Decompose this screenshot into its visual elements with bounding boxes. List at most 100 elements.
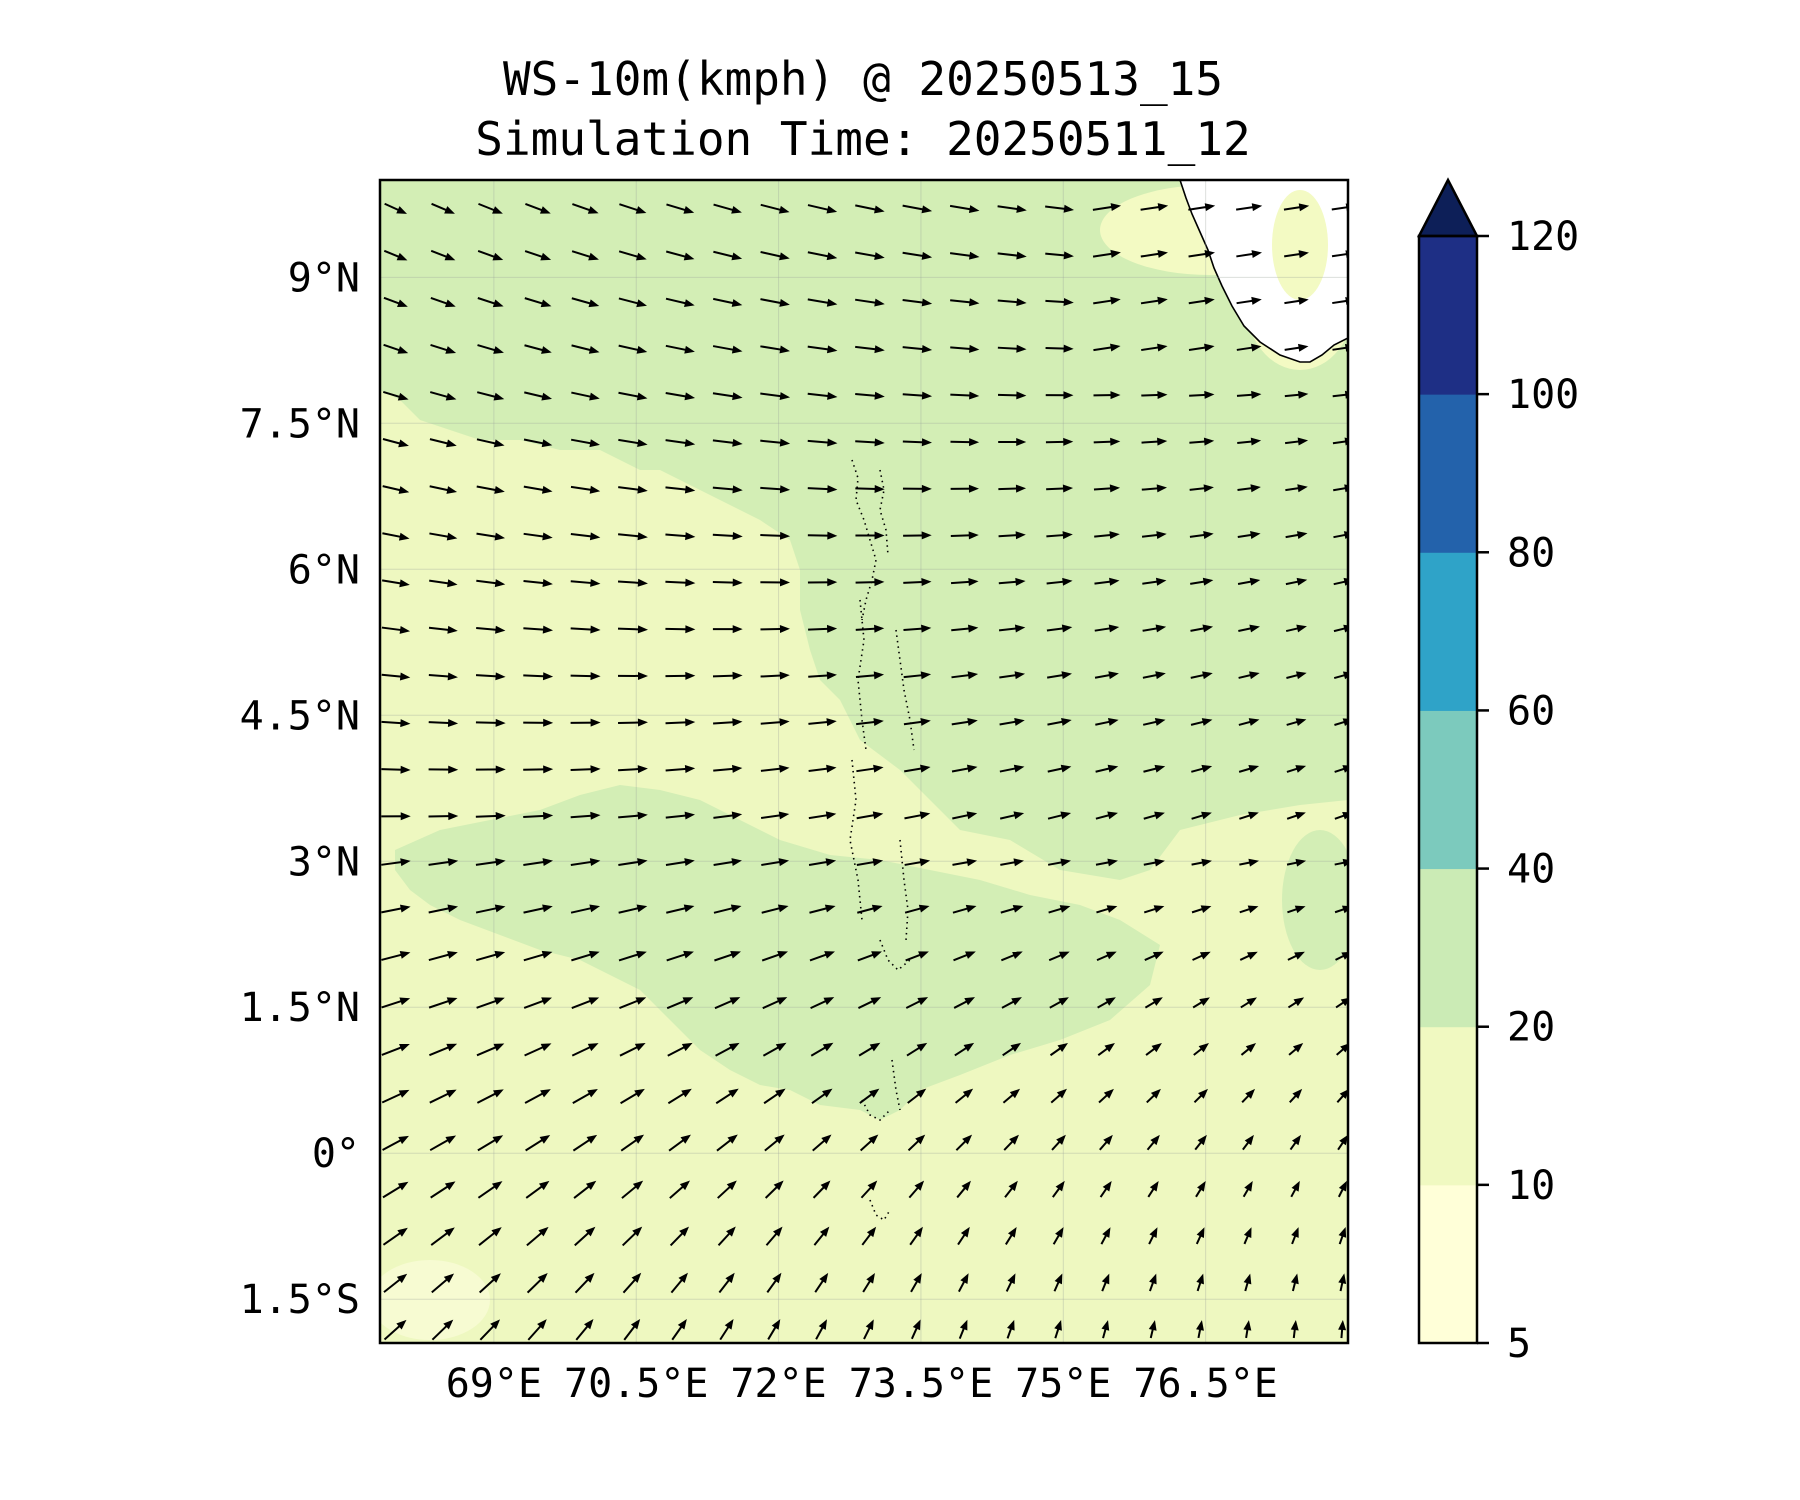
wind-vector-arrow: [1189, 531, 1214, 539]
wind-vector-arrow: [1146, 1134, 1160, 1151]
wind-vector-arrow: [428, 858, 459, 867]
wind-vector-arrow: [1047, 717, 1072, 726]
wind-vector-arrow: [618, 344, 648, 354]
wind-vector-arrow: [666, 997, 694, 1010]
wind-vector-arrow: [997, 204, 1027, 213]
wind-vector-arrow: [382, 1181, 409, 1199]
wind-vector-arrow: [1005, 1273, 1016, 1292]
wind-vector-arrow: [1238, 718, 1260, 726]
wind-vector-arrow: [1338, 1319, 1347, 1339]
lon-tick-label: 75°E: [1015, 1361, 1111, 1407]
wind-vector-arrow: [998, 577, 1026, 586]
wind-vector-arrow: [618, 438, 648, 447]
wind-vector-arrow: [428, 625, 458, 634]
wind-vector-arrow: [909, 1226, 923, 1246]
wind-vector-arrow: [381, 951, 411, 961]
wind-vector-arrow: [807, 438, 838, 447]
wind-vector-arrow: [1143, 764, 1166, 773]
wind-vector-arrow: [1191, 858, 1212, 867]
wind-vector-arrow: [1241, 1088, 1256, 1103]
colorbar-tick-label: 5: [1507, 1321, 1531, 1367]
wind-vector-arrow: [1098, 1088, 1114, 1104]
wind-vector-arrow: [904, 764, 931, 773]
wind-vector-arrow: [1337, 1180, 1347, 1198]
wind-vector-arrow: [477, 297, 504, 308]
wind-vector-arrow: [1000, 858, 1025, 867]
wind-vector-arrow: [955, 1134, 973, 1151]
wind-vector-arrow: [1048, 905, 1071, 914]
wind-vector-arrow: [903, 578, 932, 587]
wind-vector-arrow: [1053, 1273, 1063, 1292]
wind-vector-arrow: [666, 904, 695, 914]
wind-vector-arrow: [523, 765, 554, 774]
wind-vector-arrow: [526, 1272, 548, 1294]
wind-vector-arrow: [476, 1043, 505, 1057]
wind-vector-arrow: [807, 485, 838, 494]
wind-vector-arrow: [1046, 577, 1073, 586]
wind-vector-arrow: [760, 392, 791, 401]
wind-vector-arrow: [907, 1088, 927, 1104]
wind-vector-arrow: [1236, 250, 1262, 259]
wind-vector-arrow: [618, 904, 648, 914]
wind-vector-arrow: [1287, 951, 1305, 961]
wind-vector-arrow: [1092, 249, 1121, 258]
wind-vector-arrow: [861, 1226, 877, 1246]
wind-vector-arrow: [807, 204, 838, 214]
wind-vector-arrow: [763, 1088, 786, 1105]
wind-vector-arrow: [1093, 391, 1121, 400]
wind-vector-arrow: [523, 625, 554, 634]
wind-vector-arrow: [1338, 1227, 1347, 1245]
wind-vector-arrow: [1285, 484, 1308, 493]
wind-vector-arrow: [712, 578, 743, 587]
wind-vector-arrow: [665, 532, 696, 541]
wind-vector-arrow: [1287, 905, 1306, 914]
wind-vector-arrow: [855, 345, 885, 354]
wind-vector-arrow: [1192, 951, 1211, 961]
wind-vector-arrow: [429, 391, 457, 401]
wind-vector-arrow: [760, 485, 791, 494]
wind-vector-arrow: [903, 718, 931, 726]
wind-vector-arrow: [570, 765, 601, 774]
wind-vector-arrow: [525, 203, 551, 214]
wind-vector-arrow: [1140, 203, 1169, 212]
wind-vector-arrow: [617, 578, 648, 587]
wind-vector-arrow: [1093, 437, 1121, 446]
lat-tick-label: 1.5°S: [240, 1277, 360, 1323]
wind-vector-arrow: [479, 1319, 501, 1341]
wind-vector-arrow: [855, 251, 885, 260]
wind-vector-arrow: [951, 764, 978, 773]
wind-vector-arrow: [1045, 204, 1074, 213]
wind-vector-arrow: [1047, 811, 1072, 820]
wind-vector-arrow: [381, 579, 410, 588]
wind-vector-arrow: [1054, 1319, 1062, 1339]
wind-vector-arrow: [1195, 1227, 1205, 1245]
wind-vector-arrow: [953, 951, 976, 962]
wind-vector-arrow: [618, 950, 647, 962]
wind-vector-arrow: [855, 391, 885, 400]
wind-vector-arrow: [384, 202, 408, 214]
wind-vector-arrow: [573, 1180, 597, 1199]
wind-vector-arrow: [857, 997, 882, 1009]
wind-vector-arrow: [620, 1134, 645, 1152]
lon-tick-label: 76.5°E: [1133, 1361, 1278, 1407]
wind-vector-arrow: [1141, 437, 1168, 446]
wind-vector-arrow: [382, 390, 409, 401]
wind-vector-arrow: [476, 579, 506, 588]
wind-vector-arrow: [1094, 531, 1120, 540]
wind-vector-arrow: [767, 1319, 781, 1340]
map-panel: [380, 180, 1348, 1343]
wind-vector-arrow: [428, 765, 459, 774]
wind-vector-arrow: [523, 904, 553, 914]
wind-vector-arrow: [478, 202, 503, 214]
wind-vector-arrow: [712, 625, 743, 634]
wind-vector-arrow: [428, 719, 459, 728]
wind-vector-arrow: [1336, 1043, 1348, 1056]
wind-vector-arrow: [476, 391, 505, 401]
wind-vector-arrow: [1190, 624, 1214, 633]
colorbar-tick-label: 20: [1507, 1005, 1555, 1051]
wind-vector-arrow: [1290, 1273, 1299, 1292]
wind-vector-arrow: [1243, 1227, 1252, 1245]
wind-vector-arrow: [1336, 1089, 1348, 1103]
wind-vector-arrow: [860, 1180, 878, 1199]
wind-vector-arrow: [764, 1180, 784, 1199]
